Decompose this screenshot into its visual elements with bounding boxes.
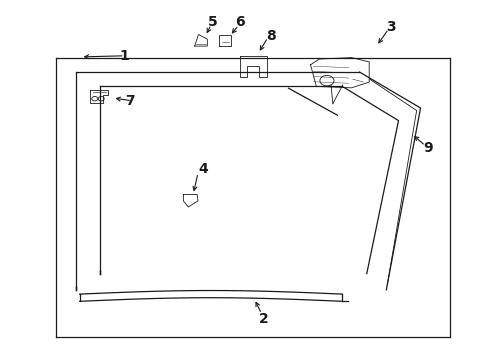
- Text: 9: 9: [422, 141, 432, 154]
- Text: 1: 1: [120, 49, 129, 63]
- Text: 5: 5: [207, 15, 217, 28]
- Text: 2: 2: [259, 312, 268, 325]
- Text: 4: 4: [198, 162, 207, 176]
- Text: 3: 3: [386, 20, 395, 34]
- Text: 6: 6: [234, 15, 244, 28]
- Text: 8: 8: [266, 29, 276, 43]
- Text: 7: 7: [124, 94, 134, 108]
